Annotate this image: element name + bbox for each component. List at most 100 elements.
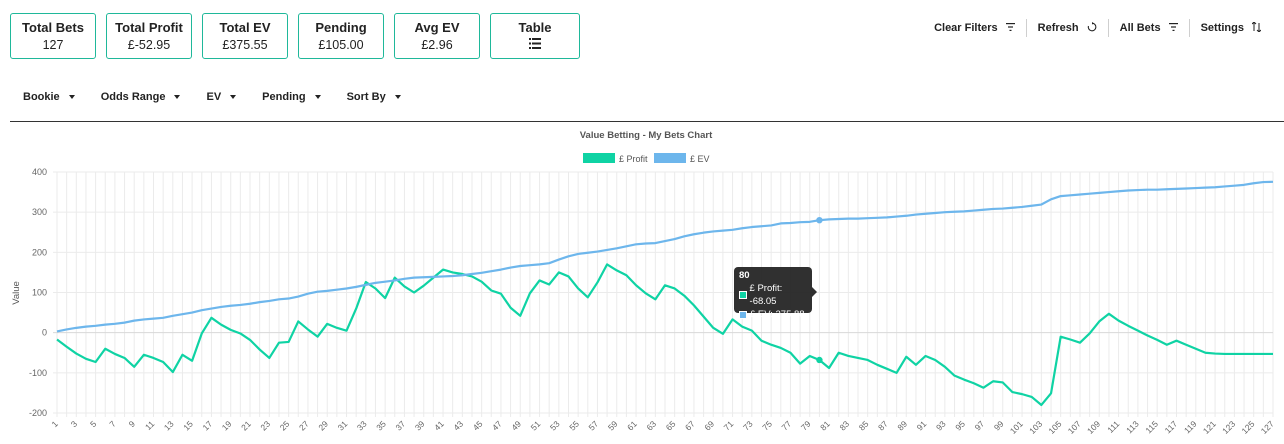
caret-down-icon bbox=[314, 95, 321, 99]
x-tick-label: 103 bbox=[1027, 419, 1044, 436]
x-tick-label: 95 bbox=[953, 419, 967, 433]
x-tick-label: 79 bbox=[799, 419, 813, 433]
x-tick-label: 109 bbox=[1085, 419, 1102, 436]
y-tick-label: 100 bbox=[32, 288, 47, 298]
toolbar-separator bbox=[1188, 19, 1190, 37]
x-tick-label: 97 bbox=[973, 419, 987, 433]
sort-by-dropdown[interactable]: Sort By bbox=[347, 91, 401, 103]
x-tick-label: 75 bbox=[760, 419, 774, 433]
x-tick-label: 31 bbox=[336, 419, 350, 433]
card-total-profit[interactable]: Total Profit £-52.95 bbox=[106, 13, 192, 59]
toolbar-separator bbox=[1025, 19, 1027, 37]
card-total-ev[interactable]: Total EV £375.55 bbox=[202, 13, 288, 59]
x-tick-label: 21 bbox=[239, 419, 253, 433]
filter-bar: Bookie Odds Range EV Pending Sort By bbox=[23, 91, 427, 103]
x-tick-label: 67 bbox=[683, 419, 697, 433]
x-tick-label: 117 bbox=[1163, 419, 1180, 436]
table-view-button[interactable]: Table bbox=[490, 13, 580, 59]
dropdown-label: Bookie bbox=[23, 91, 60, 103]
chart-tooltip: 80 £ Profit: -68.05 £ EV: 275.88 bbox=[734, 267, 817, 320]
settings-button[interactable]: Settings bbox=[1190, 19, 1272, 37]
x-tick-label: 17 bbox=[200, 419, 214, 433]
x-tick-label: 65 bbox=[664, 419, 678, 433]
ev-dropdown[interactable]: EV bbox=[206, 91, 237, 103]
card-value: £2.96 bbox=[421, 38, 453, 52]
sort-icon bbox=[1251, 20, 1262, 35]
x-tick-label: 19 bbox=[220, 419, 234, 433]
bookie-dropdown[interactable]: Bookie bbox=[23, 91, 75, 103]
dropdown-label: EV bbox=[206, 91, 222, 103]
x-tick-label: 13 bbox=[162, 419, 176, 433]
x-tick-label: 111 bbox=[1105, 419, 1121, 435]
x-tick-label: 125 bbox=[1239, 419, 1256, 436]
dropdown-label: Odds Range bbox=[100, 91, 166, 103]
x-tick-label: 5 bbox=[88, 419, 99, 430]
x-tick-label: 85 bbox=[857, 419, 871, 433]
card-value: £-52.95 bbox=[127, 38, 171, 52]
x-tick-label: 47 bbox=[490, 419, 504, 433]
clear-filters-button[interactable]: Clear Filters bbox=[923, 19, 1026, 37]
y-axis-label: Value bbox=[11, 281, 22, 305]
refresh-button[interactable]: Refresh bbox=[1027, 19, 1108, 37]
x-tick-label: 73 bbox=[741, 419, 755, 433]
legend-label-profit: £ Profit bbox=[619, 154, 648, 164]
x-tick-label: 127 bbox=[1259, 419, 1276, 436]
caret-down-icon bbox=[68, 95, 75, 99]
x-tick-label: 71 bbox=[722, 419, 736, 433]
card-label: Avg EV bbox=[414, 20, 460, 35]
tooltip-profit: £ Profit: -68.05 bbox=[749, 283, 783, 307]
x-tick-label: 69 bbox=[702, 419, 716, 433]
x-tick-label: 37 bbox=[393, 419, 407, 433]
x-tick-label: 55 bbox=[567, 419, 581, 433]
x-tick-label: 87 bbox=[876, 419, 890, 433]
x-tick-label: 29 bbox=[316, 419, 330, 433]
x-tick-label: 105 bbox=[1046, 419, 1063, 436]
card-avg-ev[interactable]: Avg EV £2.96 bbox=[394, 13, 480, 59]
card-label: Total Bets bbox=[22, 20, 84, 35]
caret-down-icon bbox=[394, 95, 401, 99]
refresh-label: Refresh bbox=[1037, 22, 1079, 34]
dropdown-label: Pending bbox=[262, 91, 306, 103]
legend-swatch-ev bbox=[654, 153, 686, 163]
x-tick-label: 23 bbox=[258, 419, 272, 433]
card-label: Table bbox=[518, 20, 552, 35]
tooltip-ev: £ EV: 275.88 bbox=[750, 309, 805, 320]
all-bets-label: All Bets bbox=[1119, 22, 1161, 34]
profit-highlight-point bbox=[816, 356, 823, 364]
x-tick-label: 43 bbox=[451, 419, 465, 433]
card-value: £375.55 bbox=[222, 38, 268, 52]
y-tick-label: -200 bbox=[29, 408, 47, 418]
card-value: 127 bbox=[42, 38, 64, 52]
filter-icon bbox=[1005, 22, 1015, 34]
list-icon bbox=[491, 37, 579, 51]
x-tick-label: 91 bbox=[915, 419, 929, 433]
pending-dropdown[interactable]: Pending bbox=[262, 91, 321, 103]
toolbar-separator bbox=[1107, 19, 1109, 37]
chart-title: Value Betting - My Bets Chart bbox=[580, 130, 713, 141]
caret-down-icon bbox=[230, 95, 237, 99]
y-tick-label: 0 bbox=[42, 328, 47, 338]
x-tick-label: 15 bbox=[181, 419, 195, 433]
x-tick-label: 89 bbox=[895, 419, 909, 433]
card-label: Pending bbox=[315, 20, 367, 35]
x-tick-label: 45 bbox=[471, 419, 485, 433]
tooltip-row-profit: £ Profit: -68.05 bbox=[739, 282, 807, 308]
x-tick-label: 93 bbox=[934, 419, 948, 433]
all-bets-button[interactable]: All Bets bbox=[1109, 19, 1189, 37]
x-tick-label: 123 bbox=[1220, 419, 1237, 436]
x-tick-label: 7 bbox=[107, 419, 118, 430]
legend-label-ev: £ EV bbox=[690, 154, 710, 164]
odds-range-dropdown[interactable]: Odds Range bbox=[101, 91, 181, 103]
x-tick-label: 101 bbox=[1008, 419, 1025, 436]
card-pending[interactable]: Pending £105.00 bbox=[298, 13, 384, 59]
card-total-bets[interactable]: Total Bets 127 bbox=[10, 13, 96, 59]
x-tick-label: 57 bbox=[587, 419, 601, 433]
x-tick-label: 9 bbox=[127, 419, 138, 430]
x-tick-label: 121 bbox=[1201, 419, 1218, 436]
x-tick-label: 39 bbox=[413, 419, 427, 433]
x-tick-label: 99 bbox=[992, 419, 1006, 433]
x-tick-label: 77 bbox=[780, 419, 794, 433]
card-label: Total Profit bbox=[115, 20, 183, 35]
clear-filters-label: Clear Filters bbox=[934, 22, 998, 34]
